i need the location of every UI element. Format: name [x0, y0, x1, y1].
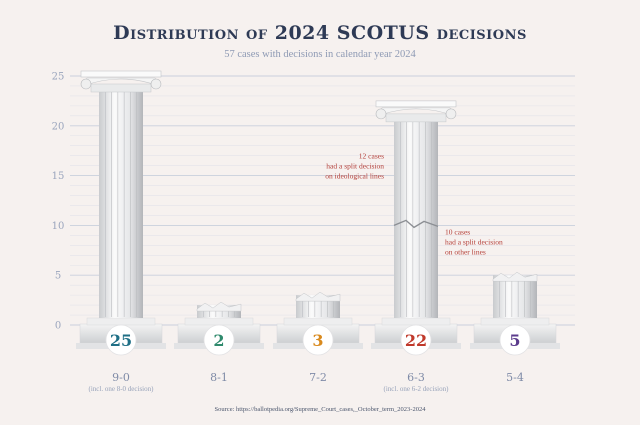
- value-label: 5: [509, 331, 520, 350]
- column-bar: 22 6-3(incl. one 6-2 decision): [371, 100, 461, 393]
- bars: 25 9-0(incl. one 8-0 decision) 2 8-1 3 7-2 22 6…: [76, 70, 560, 393]
- column-capital-ring: [90, 83, 152, 93]
- annotation-text: had a split decision: [445, 237, 503, 246]
- value-badge: [302, 324, 334, 356]
- column-abacus: [375, 100, 457, 108]
- column-bar: 5 5-4: [470, 271, 560, 384]
- value-label: 22: [405, 331, 427, 350]
- annotation-text: 12 cases: [359, 152, 384, 161]
- column-capital-ring: [385, 113, 447, 123]
- y-tick-label: 25: [52, 72, 65, 83]
- column-shaft: [99, 90, 143, 318]
- value-label: 25: [110, 331, 132, 350]
- column-base-molding: [86, 317, 156, 326]
- column-volute: [150, 78, 162, 90]
- y-tick-label: 10: [52, 221, 65, 232]
- column-volute: [375, 108, 387, 120]
- column-broken-top: [295, 291, 341, 302]
- y-tick-label: 0: [55, 321, 61, 332]
- column-broken-top: [492, 271, 538, 282]
- y-axis-ticks: 0 5 10 15 20 25: [52, 72, 65, 332]
- column-volute: [445, 108, 457, 120]
- value-label: 3: [312, 331, 323, 350]
- value-label: 2: [213, 331, 224, 350]
- x-tick-label: 6-3: [407, 371, 425, 384]
- x-tick-label: 5-4: [506, 371, 524, 384]
- column-bar: 25 9-0(incl. one 8-0 decision): [76, 70, 166, 393]
- column-broken-top: [196, 301, 242, 312]
- value-badge: [400, 324, 432, 356]
- column-base-molding: [381, 317, 451, 326]
- annotation-text: 10 cases: [445, 227, 470, 236]
- y-tick-label: 5: [55, 271, 61, 282]
- source-note: Source: https://ballotpedia.org/Supreme_…: [214, 406, 426, 413]
- column-volute: [80, 78, 92, 90]
- column-base-molding: [283, 317, 353, 326]
- annotation-text: on other lines: [445, 247, 486, 256]
- x-tick-sublabel: (incl. one 8-0 decision): [89, 385, 155, 393]
- column-base-molding: [184, 317, 254, 326]
- value-badge: [105, 324, 137, 356]
- column-crack: [393, 219, 439, 229]
- x-tick-label: 9-0: [112, 371, 130, 384]
- chart-title: Distribution of 2024 SCOTUS decisions: [113, 22, 527, 44]
- gridlines: [70, 75, 575, 326]
- annotation-text: had a split decision: [326, 162, 384, 171]
- column-shaft: [493, 275, 537, 318]
- column-base-molding: [480, 317, 550, 326]
- value-badge: [499, 324, 531, 356]
- x-tick-sublabel: (incl. one 6-2 decision): [384, 385, 450, 393]
- y-tick-label: 20: [52, 121, 65, 132]
- chart-subtitle: 57 cases with decisions in calendar year…: [224, 49, 416, 60]
- value-badge: [203, 324, 235, 356]
- column-shaft: [394, 119, 438, 318]
- y-tick-label: 15: [52, 171, 65, 182]
- column-bar: 2 8-1: [174, 301, 264, 384]
- column-bar: 3 7-2: [273, 291, 363, 384]
- annotation-text: on ideological lines: [325, 172, 384, 181]
- x-tick-label: 8-1: [210, 371, 228, 384]
- column-abacus: [80, 70, 162, 78]
- x-tick-label: 7-2: [309, 371, 327, 384]
